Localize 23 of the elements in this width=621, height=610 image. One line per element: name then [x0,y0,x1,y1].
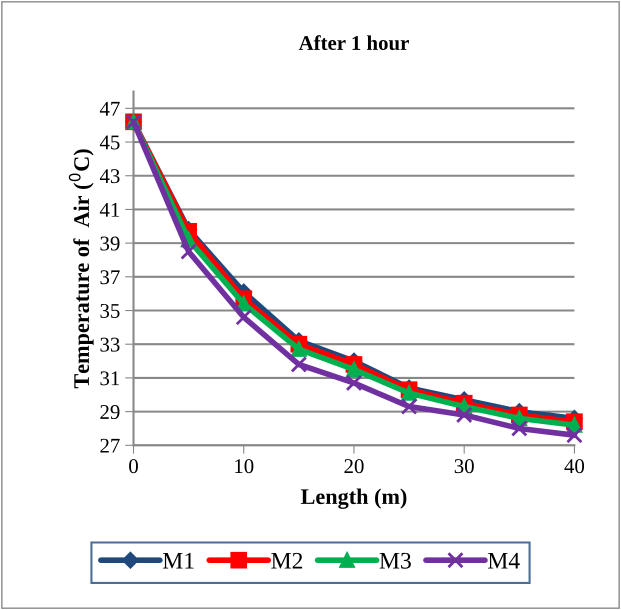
y-tick-label: 39 [100,236,120,251]
y-tick-label: 43 [100,169,120,184]
y-tick-label: 27 [100,438,120,453]
y-axis-title: Temperature of Air ($^{0}$C) [68,149,94,388]
x-tick-label: 30 [454,459,474,474]
y-tick-label: 29 [100,405,120,420]
y-tick-label: 31 [100,371,120,386]
y-tick-label: 33 [100,338,120,352]
y-tick-label: 47 [100,102,120,116]
y-tick-label: 41 [100,202,120,217]
x-tick-label: 40 [564,459,584,474]
legend-label: M1 [162,552,194,568]
legend-label: M2 [271,552,302,568]
x-tick-label: 10 [235,459,254,474]
y-tick-label: 35 [100,304,120,318]
chart-title: After 1 hour [298,35,409,50]
legend-label: M3 [380,552,411,569]
x-tick-label: 0 [129,459,138,474]
x-tick-label: 20 [344,459,364,474]
y-tick-label: 37 [100,270,120,284]
y-tick-label: 45 [100,136,120,150]
x-axis-title: Length (m) [300,488,406,509]
legend-label: M4 [488,552,520,568]
